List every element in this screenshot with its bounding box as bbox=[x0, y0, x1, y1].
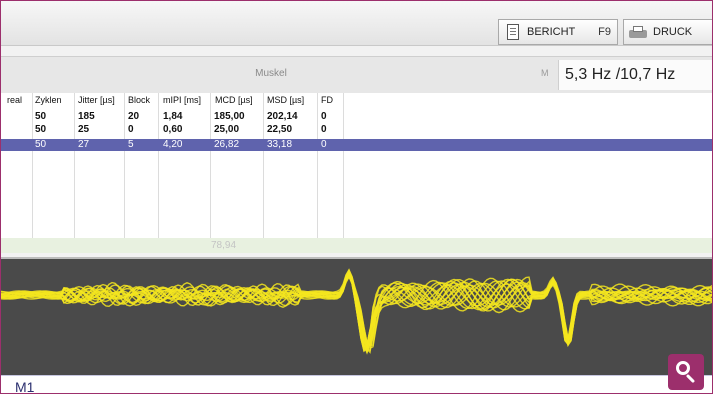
cell-jitter: 25 bbox=[78, 124, 90, 135]
bericht-shortcut: F9 bbox=[598, 26, 611, 38]
cell-mcd: 25,00 bbox=[214, 124, 240, 135]
muskel-label: Muskel bbox=[255, 68, 287, 79]
cell-msd: 22,50 bbox=[267, 124, 293, 135]
cell-fd: 0 bbox=[321, 111, 327, 122]
cell-block: 20 bbox=[128, 111, 140, 122]
druck-label: DRUCK bbox=[653, 26, 693, 38]
header-mipi[interactable]: mIPI [ms] bbox=[163, 95, 201, 105]
cell-mcd: 185,00 bbox=[214, 111, 245, 122]
cell-block: 0 bbox=[128, 124, 134, 135]
cell-zyklen: 50 bbox=[35, 111, 47, 122]
magnifier-icon[interactable] bbox=[668, 354, 704, 390]
summary-value: 78,94 bbox=[211, 240, 237, 251]
cell-mipi: 4,20 bbox=[163, 139, 183, 150]
results-table[interactable]: real Zyklen Jitter [µs] Block mIPI [ms] … bbox=[1, 93, 712, 253]
cell-mcd: 26,82 bbox=[214, 139, 240, 150]
cell-fd: 0 bbox=[321, 124, 327, 135]
bericht-label: BERICHT bbox=[527, 26, 576, 38]
cell-zyklen: 50 bbox=[35, 124, 47, 135]
emg-trace bbox=[1, 272, 712, 346]
muskel-bar: Muskel M 5,3 Hz /10,7 Hz bbox=[1, 56, 712, 94]
header-msd[interactable]: MSD [µs] bbox=[267, 95, 305, 105]
printer-icon bbox=[629, 25, 647, 39]
channel-footer: M1 bbox=[1, 375, 712, 394]
channel-label: M1 bbox=[15, 379, 35, 394]
cell-msd: 33,18 bbox=[267, 139, 293, 150]
toolbar: BERICHT F9 DRUCK bbox=[1, 1, 712, 46]
waveform-traces bbox=[1, 268, 712, 355]
druck-button[interactable]: DRUCK bbox=[623, 19, 712, 45]
cell-msd: 202,14 bbox=[267, 111, 298, 122]
cell-fd: 0 bbox=[321, 139, 327, 150]
muskel-badge: M bbox=[541, 68, 549, 78]
cell-mipi: 1,84 bbox=[163, 111, 183, 122]
header-real[interactable]: real bbox=[7, 95, 23, 105]
emg-trace bbox=[1, 271, 712, 349]
cell-zyklen: 50 bbox=[35, 139, 47, 150]
header-fd[interactable]: FD bbox=[321, 95, 333, 105]
summary-row: 78,94 bbox=[1, 238, 712, 253]
table-row-selected[interactable]: 50 27 5 4,20 26,82 33,18 0 bbox=[1, 139, 712, 151]
header-jitter[interactable]: Jitter [µs] bbox=[78, 95, 115, 105]
cell-jitter: 185 bbox=[78, 111, 95, 122]
header-zyklen[interactable]: Zyklen bbox=[35, 95, 62, 105]
frequency-readout: 5,3 Hz /10,7 Hz bbox=[558, 60, 712, 90]
document-icon bbox=[507, 24, 519, 40]
header-block[interactable]: Block bbox=[128, 95, 151, 105]
bericht-button[interactable]: BERICHT F9 bbox=[498, 19, 618, 45]
cell-block: 5 bbox=[128, 139, 134, 150]
cell-jitter: 27 bbox=[78, 139, 90, 150]
emg-waveform-panel[interactable] bbox=[1, 257, 712, 377]
cell-mipi: 0,60 bbox=[163, 124, 183, 135]
header-mcd[interactable]: MCD [µs] bbox=[215, 95, 253, 105]
